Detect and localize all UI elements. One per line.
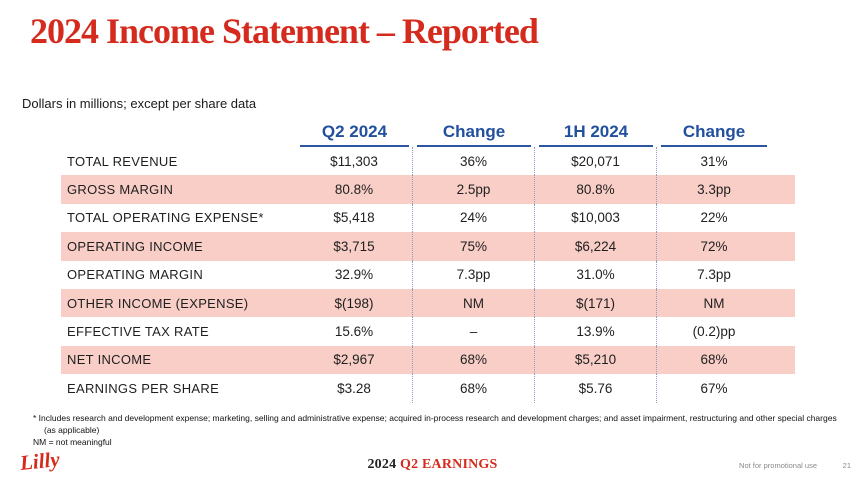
row-label: NET INCOME: [67, 352, 152, 368]
row-value: 80.8%: [535, 175, 657, 204]
row-value: 13.9%: [535, 317, 657, 346]
footnote-line: NM = not meaningful: [33, 436, 112, 447]
table-row-earnings-per-share: EARNINGS PER SHARE $3.28 68% $5.76 67%: [61, 374, 795, 403]
row-value: $3.28: [296, 374, 413, 403]
header-spacer: [65, 144, 292, 147]
footer-event-title: 2024 Q2 EARNINGS: [0, 457, 865, 473]
column-header-1h-change: Change: [661, 122, 767, 147]
table-row-operating-income: OPERATING INCOME $3,715 75% $6,224 72%: [61, 232, 795, 261]
row-value: 2.5pp: [413, 175, 535, 204]
row-label: OPERATING INCOME: [67, 238, 204, 254]
column-header-q2-change: Change: [417, 122, 531, 147]
row-value: $2,967: [296, 345, 413, 375]
row-value: 31%: [700, 153, 728, 169]
page-number: 21: [842, 461, 851, 470]
row-value: 32.9%: [296, 260, 413, 289]
row-label: OPERATING MARGIN: [67, 267, 204, 283]
row-value: 68%: [700, 352, 728, 368]
row-value: (0.2)pp: [692, 324, 736, 340]
row-value: $20,071: [535, 147, 657, 176]
footnotes: * Includes research and development expe…: [33, 413, 837, 449]
row-value: $10,003: [535, 203, 657, 233]
footer-disclaimer: Not for promotional use: [739, 461, 817, 470]
table-row-other-income-expense: OTHER INCOME (EXPENSE) $(198) NM $(171) …: [61, 288, 795, 318]
row-label: TOTAL OPERATING EXPENSE*: [67, 210, 264, 226]
row-value: $(198): [296, 288, 413, 318]
row-value: 72%: [700, 238, 728, 254]
page-title: 2024 Income Statement – Reported: [30, 11, 539, 51]
row-value: 80.8%: [296, 175, 413, 204]
row-value: NM: [413, 288, 535, 318]
row-value: 3.3pp: [697, 182, 731, 198]
row-value: 67%: [700, 380, 728, 396]
header-spacer: [775, 144, 791, 147]
row-label: TOTAL REVENUE: [67, 153, 178, 169]
row-value: 75%: [413, 232, 535, 261]
row-value: –: [413, 317, 535, 346]
row-value: 24%: [413, 203, 535, 233]
row-value: $6,224: [535, 232, 657, 261]
row-value: $5.76: [535, 374, 657, 403]
table-header-row: Q2 2024 Change 1H 2024 Change: [61, 116, 795, 147]
row-value: 22%: [700, 210, 728, 226]
row-value: 7.3pp: [413, 260, 535, 289]
footer-event-name: Q2 EARNINGS: [400, 457, 498, 472]
row-label: OTHER INCOME (EXPENSE): [67, 295, 249, 311]
income-statement-table: Q2 2024 Change 1H 2024 Change TOTAL REVE…: [61, 116, 795, 403]
row-value: $5,210: [535, 345, 657, 375]
column-header-q2-2024: Q2 2024: [300, 122, 409, 147]
row-value: 15.6%: [296, 317, 413, 346]
row-value: $(171): [535, 288, 657, 318]
row-value: $3,715: [296, 232, 413, 261]
table-row-total-revenue: TOTAL REVENUE $11,303 36% $20,071 31%: [61, 147, 795, 176]
row-value: 36%: [413, 147, 535, 176]
table-row-net-income: NET INCOME $2,967 68% $5,210 68%: [61, 345, 795, 375]
units-note: Dollars in millions; except per share da…: [22, 96, 257, 111]
row-label: EFFECTIVE TAX RATE: [67, 324, 209, 340]
footnote-line: (as applicable): [44, 424, 100, 435]
row-value: $5,418: [296, 203, 413, 233]
table-row-gross-margin: GROSS MARGIN 80.8% 2.5pp 80.8% 3.3pp: [61, 175, 795, 204]
footer-event-year: 2024: [367, 457, 397, 472]
row-label: GROSS MARGIN: [67, 182, 174, 198]
row-value: NM: [703, 295, 725, 311]
table-row-operating-margin: OPERATING MARGIN 32.9% 7.3pp 31.0% 7.3pp: [61, 260, 795, 289]
row-value: 68%: [413, 345, 535, 375]
footnote-line: * Includes research and development expe…: [33, 413, 837, 423]
column-header-1h-2024: 1H 2024: [539, 122, 653, 147]
row-value: 7.3pp: [697, 267, 731, 283]
table-row-total-operating-expense: TOTAL OPERATING EXPENSE* $5,418 24% $10,…: [61, 203, 795, 233]
table-row-effective-tax-rate: EFFECTIVE TAX RATE 15.6% – 13.9% (0.2)pp: [61, 317, 795, 346]
row-value: $11,303: [296, 147, 413, 176]
row-value: 68%: [413, 374, 535, 403]
row-value: 31.0%: [535, 260, 657, 289]
row-label: EARNINGS PER SHARE: [67, 380, 220, 396]
